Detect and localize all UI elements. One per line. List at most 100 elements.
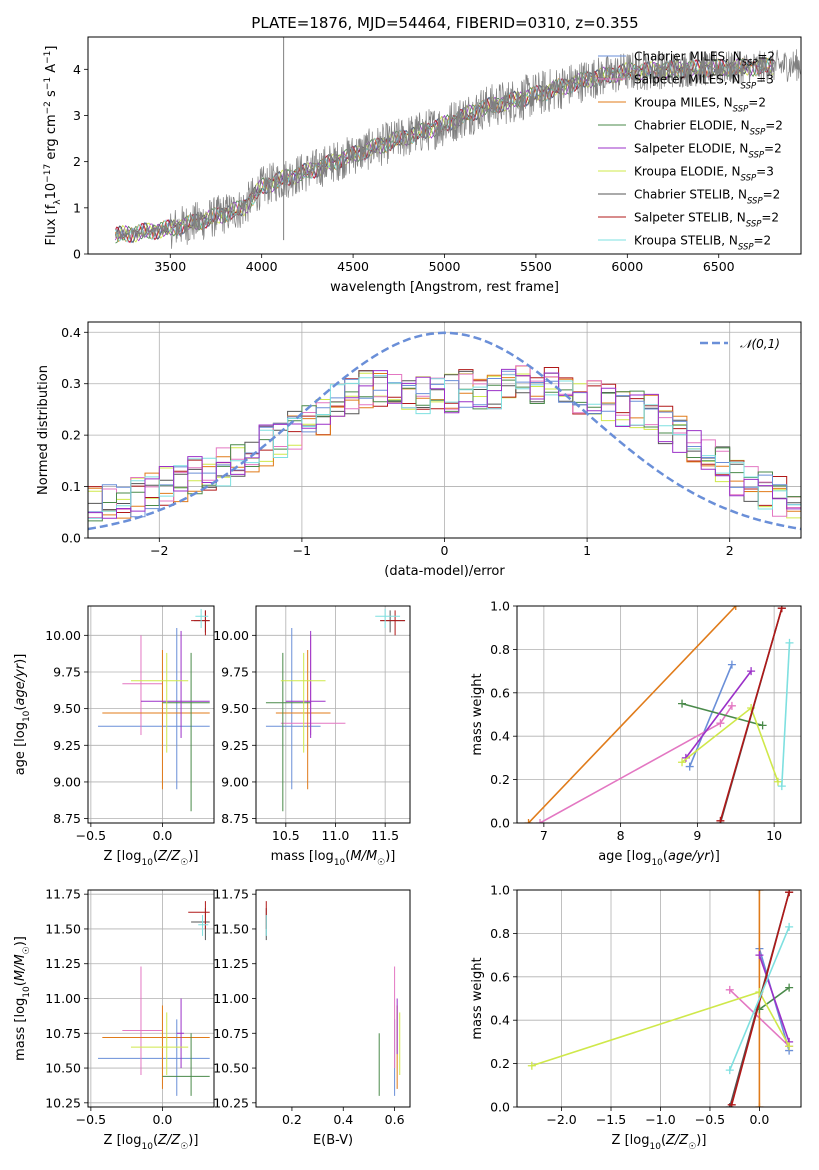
weight-line-KS (781, 642, 791, 787)
axes-frame (516, 889, 802, 1108)
y-tick-label: 3 (73, 108, 81, 123)
legend-label-KM: Kroupa MILES, NSSP=2 (634, 96, 766, 115)
x-tick-label: 7 (540, 828, 548, 843)
weight-marker-KM (755, 890, 764, 894)
y-tick-label: 1.0 (490, 599, 510, 614)
weight-marker-CE (678, 699, 687, 708)
y-tick-label: 2 (73, 154, 81, 169)
panel-weight_vs_age: 7 8 9 10 0.0 0.2 0.4 0.6 0.8 1.0 mass weight age [l… (470, 599, 802, 868)
y-tick-label: 10.75 (213, 1026, 249, 1041)
panel-age_vs_mass: 10.5 11.0 11.5 8.75 9.00 9.25 9.50 9.75 10.00 mas… (213, 605, 411, 868)
y-axis-label: mass [log10(M/M☉)] (13, 936, 32, 1061)
weight-line-SE (758, 954, 790, 1043)
weight-marker-SM (536, 819, 545, 823)
panel-mass_vs_EBV: 0.2 0.4 0.6 10.25 10.50 10.75 11.00 11.25 11.50 1… (213, 887, 411, 1148)
x-tick-label: 11.0 (322, 828, 350, 843)
axes-frame (516, 605, 802, 824)
y-tick-label: 1 (73, 200, 81, 215)
plot-area-weight_vs_age (524, 606, 794, 823)
x-tick-label: −2 (150, 543, 168, 558)
y-tick-label: 9.50 (221, 701, 249, 716)
weight-marker-SS (777, 606, 786, 613)
x-tick-label: 0 (441, 543, 449, 558)
axes-frame (87, 605, 215, 824)
panel-spectrum: 3500 4000 4500 5000 5500 6000 6500 0 1 2 3 4 wavelen… (43, 36, 802, 295)
x-tick-label: 11.5 (371, 828, 399, 843)
plot-area-mass_vs_Z (98, 901, 210, 1096)
x-axis-label: Z [log10(Z/Z☉)] (104, 1133, 199, 1152)
x-tick-label: −1.5 (596, 1112, 626, 1127)
y-tick-label: 11.25 (213, 956, 249, 971)
weight-marker-KS (725, 1066, 734, 1075)
hist-SE (88, 368, 801, 519)
weight-line-SS (730, 891, 790, 1106)
x-tick-label: 6500 (703, 259, 735, 274)
x-axis-label: (data-model)/error (384, 564, 505, 579)
weight-marker-KE (773, 777, 782, 786)
y-tick-label: 0.4 (490, 729, 510, 744)
axes-frame (87, 889, 215, 1108)
x-axis-label: Z [log10(Z/Z☉)] (612, 1133, 707, 1152)
weight-line-KS (729, 926, 790, 1071)
plot-area-age_vs_mass (265, 608, 406, 812)
y-tick-label: 8.75 (221, 811, 249, 826)
y-tick-label: 0.1 (61, 479, 81, 494)
y-tick-label: 10.25 (213, 1095, 249, 1110)
weight-marker-SM (725, 985, 734, 994)
y-tick-label: 0.2 (490, 1056, 510, 1071)
legend-label-SS: Salpeter STELIB, NSSP=2 (634, 211, 779, 230)
y-tick-label: 11.50 (45, 921, 81, 936)
axes-frame (87, 321, 802, 539)
y-tick-label: 11.25 (45, 956, 81, 971)
y-tick-label: 0.6 (490, 969, 510, 984)
y-tick-label: 10.00 (213, 628, 249, 643)
legend-label-CM: Chabrier MILES, NSSP=2 (634, 50, 775, 69)
weight-marker-KS (785, 922, 794, 931)
plot-area-residuals (88, 331, 801, 531)
x-tick-label: −0.5 (695, 1112, 725, 1127)
weight-marker-KS (777, 782, 786, 791)
y-tick-label: 0.4 (61, 325, 81, 340)
y-tick-label: 0.0 (490, 816, 510, 831)
x-axis-label: E(B-V) (313, 1133, 353, 1148)
legend-label-CS: Chabrier STELIB, NSSP=2 (634, 188, 780, 207)
x-tick-label: 0.2 (282, 1112, 302, 1127)
weight-marker-SE (747, 667, 756, 676)
y-tick-label: 9.25 (221, 738, 249, 753)
y-tick-label: 9.75 (53, 664, 81, 679)
y-tick-label: 4 (73, 62, 81, 77)
y-tick-label: 10.50 (213, 1061, 249, 1076)
legend-label-SM: Salpeter MILES, NSSP=3 (634, 73, 774, 92)
y-axis-label: Normed distribution (36, 365, 51, 495)
x-axis-label: mass [log10(M/M☉)] (271, 849, 396, 868)
x-tick-label: 8 (617, 828, 625, 843)
y-tick-label: 10.75 (45, 1026, 81, 1041)
weight-marker-CE (785, 983, 794, 992)
x-tick-label: −0.5 (76, 1112, 106, 1127)
weight-marker-KM (731, 606, 740, 610)
panel-weight_vs_Z: −2.0 −1.5 −1.0 −0.5 0.0 0.0 0.2 0.4 0.6 0.8 1.0 mas… (470, 883, 802, 1152)
y-tick-label: 0.4 (490, 1013, 510, 1028)
weight-marker-CM (685, 762, 694, 771)
x-tick-label: −1 (293, 543, 311, 558)
weight-line-KM (527, 606, 737, 823)
weight-marker-CM (727, 660, 736, 669)
weight-marker-SS (785, 890, 794, 897)
legend-label-SE: Salpeter ELODIE, NSSP=2 (634, 142, 782, 161)
x-tick-label: 0.0 (153, 828, 173, 843)
x-tick-label: 5500 (520, 259, 552, 274)
x-axis-label: wavelength [Angstrom, rest frame] (330, 280, 559, 295)
weight-marker-KS (785, 638, 794, 647)
x-axis-label: age [log10(age/yr)] (598, 849, 720, 868)
weight-marker-SM (716, 719, 725, 728)
y-tick-label: 9.50 (53, 701, 81, 716)
y-tick-label: 9.25 (53, 738, 81, 753)
x-tick-label: −1.0 (645, 1112, 675, 1127)
x-tick-label: 4500 (337, 259, 369, 274)
x-tick-label: −2.0 (546, 1112, 576, 1127)
x-tick-label: 0.4 (333, 1112, 353, 1127)
x-axis-label: Z [log10(Z/Z☉)] (104, 849, 199, 868)
weight-line-CM (688, 664, 733, 767)
panel-mass_vs_Z: −0.5 0.0 10.25 10.50 10.75 11.00 11.25 11.50 11.… (13, 887, 215, 1152)
weight-marker-SE (755, 951, 764, 960)
